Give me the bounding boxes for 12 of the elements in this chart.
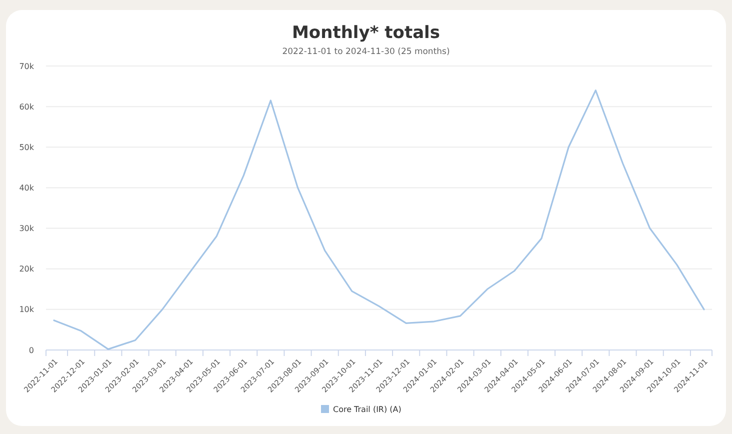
y-tick-label: 60k [19,102,34,112]
y-tick-label: 10k [19,305,34,314]
legend-label: Core Trail (IR) (A) [333,405,402,414]
line-series [53,90,705,350]
y-tick-label: 30k [19,224,34,234]
y-tick-label: 20k [19,264,34,274]
y-tick-label: 70k [19,62,34,71]
y-tick-label: 50k [19,142,34,152]
chart-subtitle: 2022-11-01 to 2024-11-30 (25 months) [282,47,450,57]
chart-title: Monthly* totals [292,23,440,43]
y-tick-label: 40k [19,184,34,193]
y-tick-label: 0 [28,346,34,355]
